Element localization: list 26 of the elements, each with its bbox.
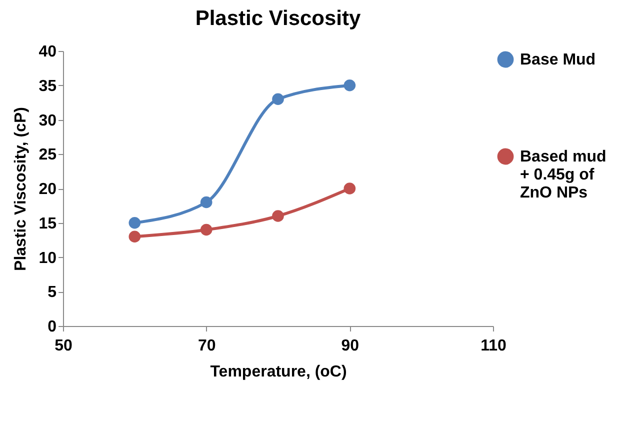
x-tick-label: 50 — [54, 338, 72, 354]
point — [344, 182, 356, 194]
y-tick-label: 40 — [38, 44, 57, 60]
y-axis-title: Plastic Viscosity, (cP) — [12, 107, 30, 271]
chart-title: Plastic Viscosity — [195, 7, 362, 30]
y-tick-label: 20 — [38, 181, 57, 198]
point — [200, 196, 212, 208]
point — [128, 216, 141, 229]
x-axis-title: Temperature, (oC) — [210, 364, 347, 380]
point — [128, 230, 141, 243]
legend-label: Base Mud — [520, 52, 596, 68]
point — [272, 210, 284, 222]
y-tick-label: 0 — [48, 318, 57, 336]
x-tick-label: 70 — [198, 338, 216, 354]
x-tick-label: 90 — [341, 338, 360, 354]
legend-label: Based mud + 0.45g of ZnO NPs — [520, 148, 606, 202]
x-tick-label: 110 — [480, 338, 507, 354]
y-tick-label: 5 — [48, 284, 57, 302]
y-tick-label: 35 — [38, 78, 57, 95]
point — [200, 224, 212, 236]
y-tick-label: 10 — [38, 250, 57, 267]
point — [344, 79, 356, 92]
point — [272, 93, 284, 106]
y-tick-label: 15 — [38, 215, 57, 232]
y-tick-label: 30 — [38, 112, 57, 130]
y-tick-label: 25 — [38, 146, 57, 164]
